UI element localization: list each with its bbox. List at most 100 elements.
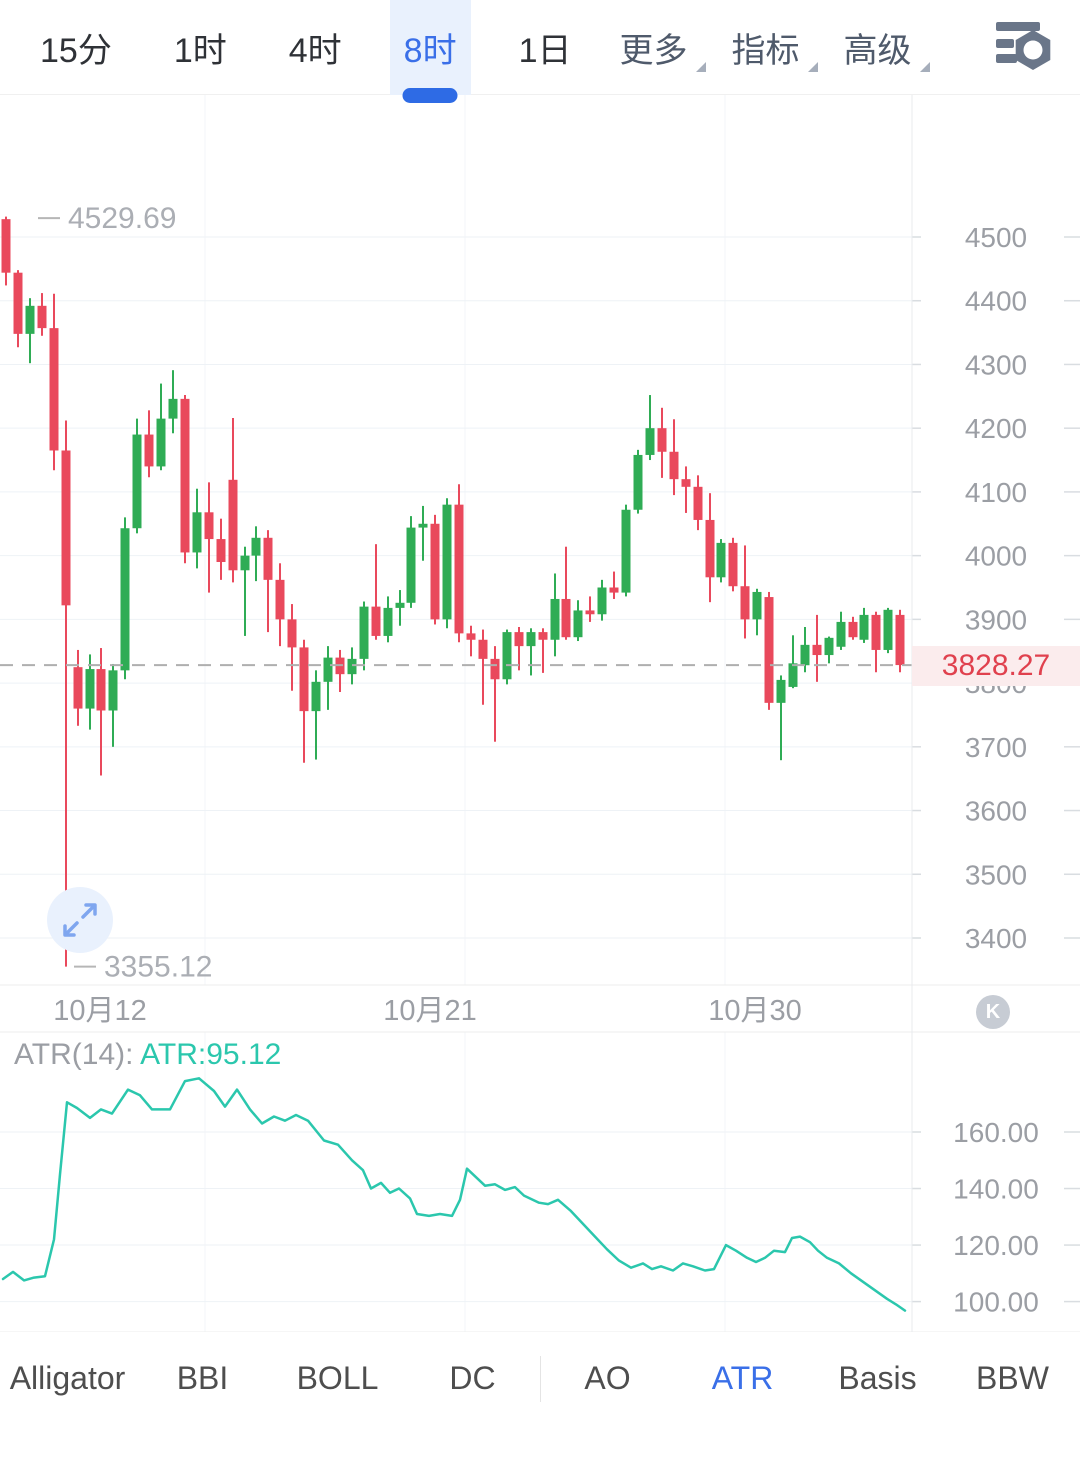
candle-down — [848, 621, 858, 638]
menu-label: 高级 — [843, 31, 912, 70]
tab-label: 1日 — [518, 31, 572, 70]
candle-up — [108, 670, 118, 711]
candle-down — [287, 619, 297, 648]
indicator-tab-atr-selected[interactable]: ATR — [711, 1359, 774, 1396]
candle-up — [824, 637, 834, 656]
candle-down — [871, 614, 881, 650]
candle-up — [645, 428, 655, 455]
indicator-tab-bbw[interactable]: BBW — [976, 1359, 1049, 1396]
menu-more[interactable]: 更多 — [619, 23, 706, 72]
candle-up — [859, 614, 869, 640]
expand-arrows-icon — [47, 887, 113, 953]
price-axis-label: 4400 — [965, 286, 1027, 317]
indicator-tab-alligator[interactable]: Alligator — [9, 1359, 126, 1396]
atr-header: ATR(14): ATR:95.12 — [14, 1038, 281, 1072]
candle-up — [836, 621, 846, 647]
candle-down — [609, 587, 619, 593]
time-axis-label: 10月21 — [383, 995, 477, 1027]
price-axis-label: 4200 — [965, 413, 1027, 444]
candle-down — [561, 598, 571, 638]
candle-down — [514, 632, 524, 647]
candle-down — [96, 669, 106, 711]
menu-indicators[interactable]: 指标 — [731, 23, 818, 72]
indicator-tab-ao[interactable]: AO — [584, 1359, 631, 1396]
price-axis-label: 4000 — [965, 541, 1027, 572]
candle-up — [156, 418, 166, 467]
tab-1h[interactable]: 1时 — [160, 0, 241, 95]
tab-label: 1时 — [173, 31, 227, 70]
candle-up — [776, 679, 786, 703]
expand-chart-button[interactable] — [47, 887, 113, 958]
candle-down — [228, 479, 238, 571]
candle-up — [240, 555, 250, 571]
menu-label: 指标 — [731, 31, 800, 70]
candle-down — [538, 632, 548, 640]
price-axis-label: 3700 — [965, 732, 1027, 763]
time-axis-label: 10月12 — [53, 995, 147, 1027]
candle-up — [526, 632, 536, 647]
candle-down — [275, 579, 285, 620]
candle-down — [693, 486, 703, 520]
candle-up — [633, 454, 643, 510]
candle-up — [311, 681, 321, 712]
tab-15min[interactable]: 15分 — [26, 0, 126, 95]
candle-down — [657, 428, 667, 452]
candle-up — [883, 609, 893, 650]
atr-axis-label: 100.00 — [953, 1287, 1039, 1318]
candle-up — [442, 504, 452, 620]
candle-down — [728, 542, 738, 587]
dropdown-caret-icon — [919, 61, 930, 72]
candle-down — [204, 512, 214, 540]
menu-label: 更多 — [619, 31, 688, 70]
chart-settings-button[interactable] — [996, 22, 1054, 72]
atr-line — [1, 1077, 907, 1312]
candle-down — [895, 614, 905, 666]
atr-axis-label: 140.00 — [953, 1174, 1039, 1205]
candle-down — [1, 219, 11, 273]
candle-up — [192, 512, 202, 553]
candle-down — [49, 328, 59, 451]
tab-4h[interactable]: 4时 — [275, 0, 356, 95]
indicator-tab-dc[interactable]: DC — [449, 1359, 496, 1396]
candle-up — [800, 644, 810, 666]
candle-down — [37, 305, 47, 329]
candle-down — [430, 523, 440, 620]
candle-down — [13, 272, 23, 334]
price-axis-label: 4500 — [965, 222, 1027, 253]
candle-down — [61, 450, 71, 606]
candle-up — [573, 610, 583, 638]
tab-8h-selected[interactable]: 8时 — [389, 0, 471, 103]
time-axis-label: 10月30 — [708, 995, 802, 1027]
tab-1d[interactable]: 1日 — [505, 0, 586, 95]
candle-up — [502, 632, 512, 680]
atr-axis-label: 120.00 — [953, 1230, 1039, 1261]
tab-label: 8时 — [403, 31, 457, 70]
candle-up — [716, 542, 726, 578]
active-tab-indicator — [402, 87, 458, 103]
candle-up — [168, 398, 178, 419]
candle-down — [299, 647, 309, 712]
indicator-tabbar: Alligator BBI BOLL DC AO ATR Basis BBW — [0, 1332, 1080, 1424]
range-low-label: 3355.12 — [104, 951, 212, 984]
candle-up — [406, 527, 416, 603]
menu-advanced[interactable]: 高级 — [843, 23, 930, 72]
candle-up — [621, 509, 631, 593]
indicator-tab-boll[interactable]: BOLL — [296, 1359, 379, 1396]
candle-up — [550, 598, 560, 640]
price-axis-label: 3400 — [965, 923, 1027, 954]
candle-up — [251, 537, 261, 556]
kline-style-badge[interactable]: K — [976, 995, 1010, 1029]
candle-down — [669, 451, 679, 480]
interval-tabbar: 15分 1时 4时 8时 1日 更多 指标 高级 — [0, 0, 1080, 103]
last-price-value: 3828.27 — [941, 649, 1051, 682]
tab-label: 4时 — [288, 31, 342, 70]
price-axis-label: 3500 — [965, 859, 1027, 890]
candle-down — [263, 537, 273, 580]
candle-down — [73, 667, 83, 709]
indicator-tab-basis[interactable]: Basis — [838, 1359, 917, 1396]
indicator-tab-bbi[interactable]: BBI — [176, 1359, 229, 1396]
price-axis-label: 4100 — [965, 477, 1027, 508]
price-axis-label: 3900 — [965, 604, 1027, 635]
candle-up — [120, 528, 130, 671]
